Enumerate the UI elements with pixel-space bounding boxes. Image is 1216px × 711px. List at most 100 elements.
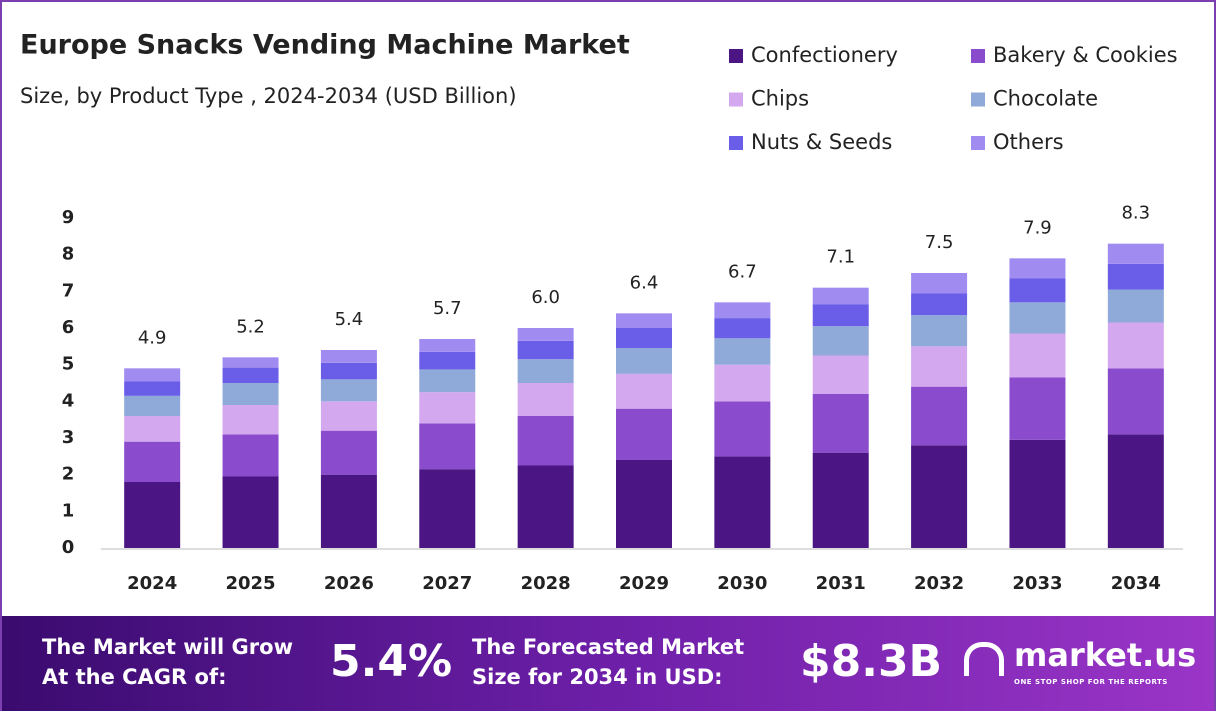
bar-segment [812,326,869,356]
bar-segment [714,456,771,548]
bar-segment [320,379,377,402]
x-tick-label: 2028 [521,573,571,594]
bar-segment [1009,258,1066,279]
legend-label: Bakery & Cookies [993,43,1178,67]
legend-swatch [971,49,985,63]
bar-segment [222,476,279,548]
total-label: 4.9 [138,327,167,348]
cagr-text: The Market will Grow At the CAGR of: [42,635,293,689]
bar-segment [1009,302,1066,334]
bar-segment [124,395,181,416]
forecast-value: $8.3B [800,636,943,687]
total-label: 5.4 [335,309,364,330]
bar-segment [616,328,672,349]
x-tick-label: 2033 [1012,573,1062,594]
y-tick-label: 6 [62,317,75,338]
y-tick-label: 7 [62,280,75,301]
bar-segment [812,304,869,327]
bar-segment [1107,368,1164,435]
bar-segment [714,364,771,402]
legend-label: Others [993,130,1064,154]
bar-segment [1107,263,1164,290]
bar-segment [320,474,377,548]
bar-segment [222,367,279,383]
bar-segment [812,394,869,453]
legend-label: Chips [751,87,809,111]
total-label: 7.9 [1023,217,1052,238]
bar-segment [419,369,476,393]
x-tick-label: 2034 [1111,573,1161,594]
bar-segment [222,434,279,477]
x-tick-label: 2031 [816,573,866,594]
cagr-value: 5.4% [330,636,453,687]
x-tick-label: 2032 [914,573,964,594]
legend-label: Nuts & Seeds [751,130,892,154]
x-tick-label: 2029 [619,573,669,594]
bar-segment [124,416,181,442]
bar-segment [222,383,279,405]
x-tick-label: 2027 [422,573,472,594]
bar-segment [124,482,181,548]
bar-segment [517,383,574,416]
bar-segment [812,452,869,548]
total-label: 6.7 [728,261,757,282]
bar-segment [419,423,476,470]
bar-segment [911,315,968,347]
total-label: 6.0 [531,287,560,308]
bar-segment [616,348,672,374]
bar-segment [222,357,279,368]
legend-swatch [729,92,743,107]
x-tick-label: 2030 [717,573,767,594]
total-label: 7.1 [826,247,855,268]
legend-swatch [729,136,743,150]
bar-segment [320,362,377,380]
brand-logo [964,642,1004,676]
bar-segment [911,293,968,316]
legend-swatch [971,92,985,107]
x-tick-label: 2024 [127,573,177,594]
bar-segment [616,408,672,460]
bar-segment [517,340,574,360]
y-tick-label: 4 [62,390,75,411]
legend-swatch [729,49,743,63]
y-tick-label: 9 [62,207,75,228]
bar-segment [419,469,476,548]
total-label: 6.4 [630,272,659,293]
bar-segment [1107,289,1164,323]
x-tick-label: 2025 [225,573,275,594]
y-tick-label: 8 [62,244,75,265]
total-label: 8.3 [1121,203,1150,224]
bar-segment [1107,434,1164,548]
bar-segment [812,355,869,394]
bar-segment [1107,322,1164,369]
bar-segment [1009,439,1066,548]
bar-segment [222,405,279,435]
bar-segment [616,460,672,548]
forecast-text: The Forecasted Market Size for 2034 in U… [472,635,745,689]
banner: The Market will Grow At the CAGR of: 5.4… [2,616,1214,711]
tagline: ONE STOP SHOP FOR THE REPORTS [1014,678,1168,686]
bar-segment [714,302,771,319]
bar-segment [714,338,771,365]
bar-segment [616,373,672,409]
legend-label: Confectionery [751,43,898,67]
y-tick-label: 2 [62,464,75,485]
y-tick-label: 5 [62,354,75,375]
bar-segment [419,351,476,370]
bar-segment [911,386,968,446]
bar-segment [616,313,672,328]
total-label: 7.5 [925,232,954,253]
bar-segment [419,392,476,424]
bar-segment [124,368,181,382]
chart: Europe Snacks Vending Machine Market Siz… [20,30,1183,594]
bar-segment [1009,333,1066,378]
bar-segment [320,350,377,363]
x-tick-label: 2026 [324,573,374,594]
bar-segment [517,416,574,466]
bar-segment [714,318,771,339]
y-tick-label: 0 [62,537,75,558]
bar-segment [1009,377,1066,440]
y-tick-label: 3 [62,427,75,448]
total-label: 5.2 [236,316,265,337]
